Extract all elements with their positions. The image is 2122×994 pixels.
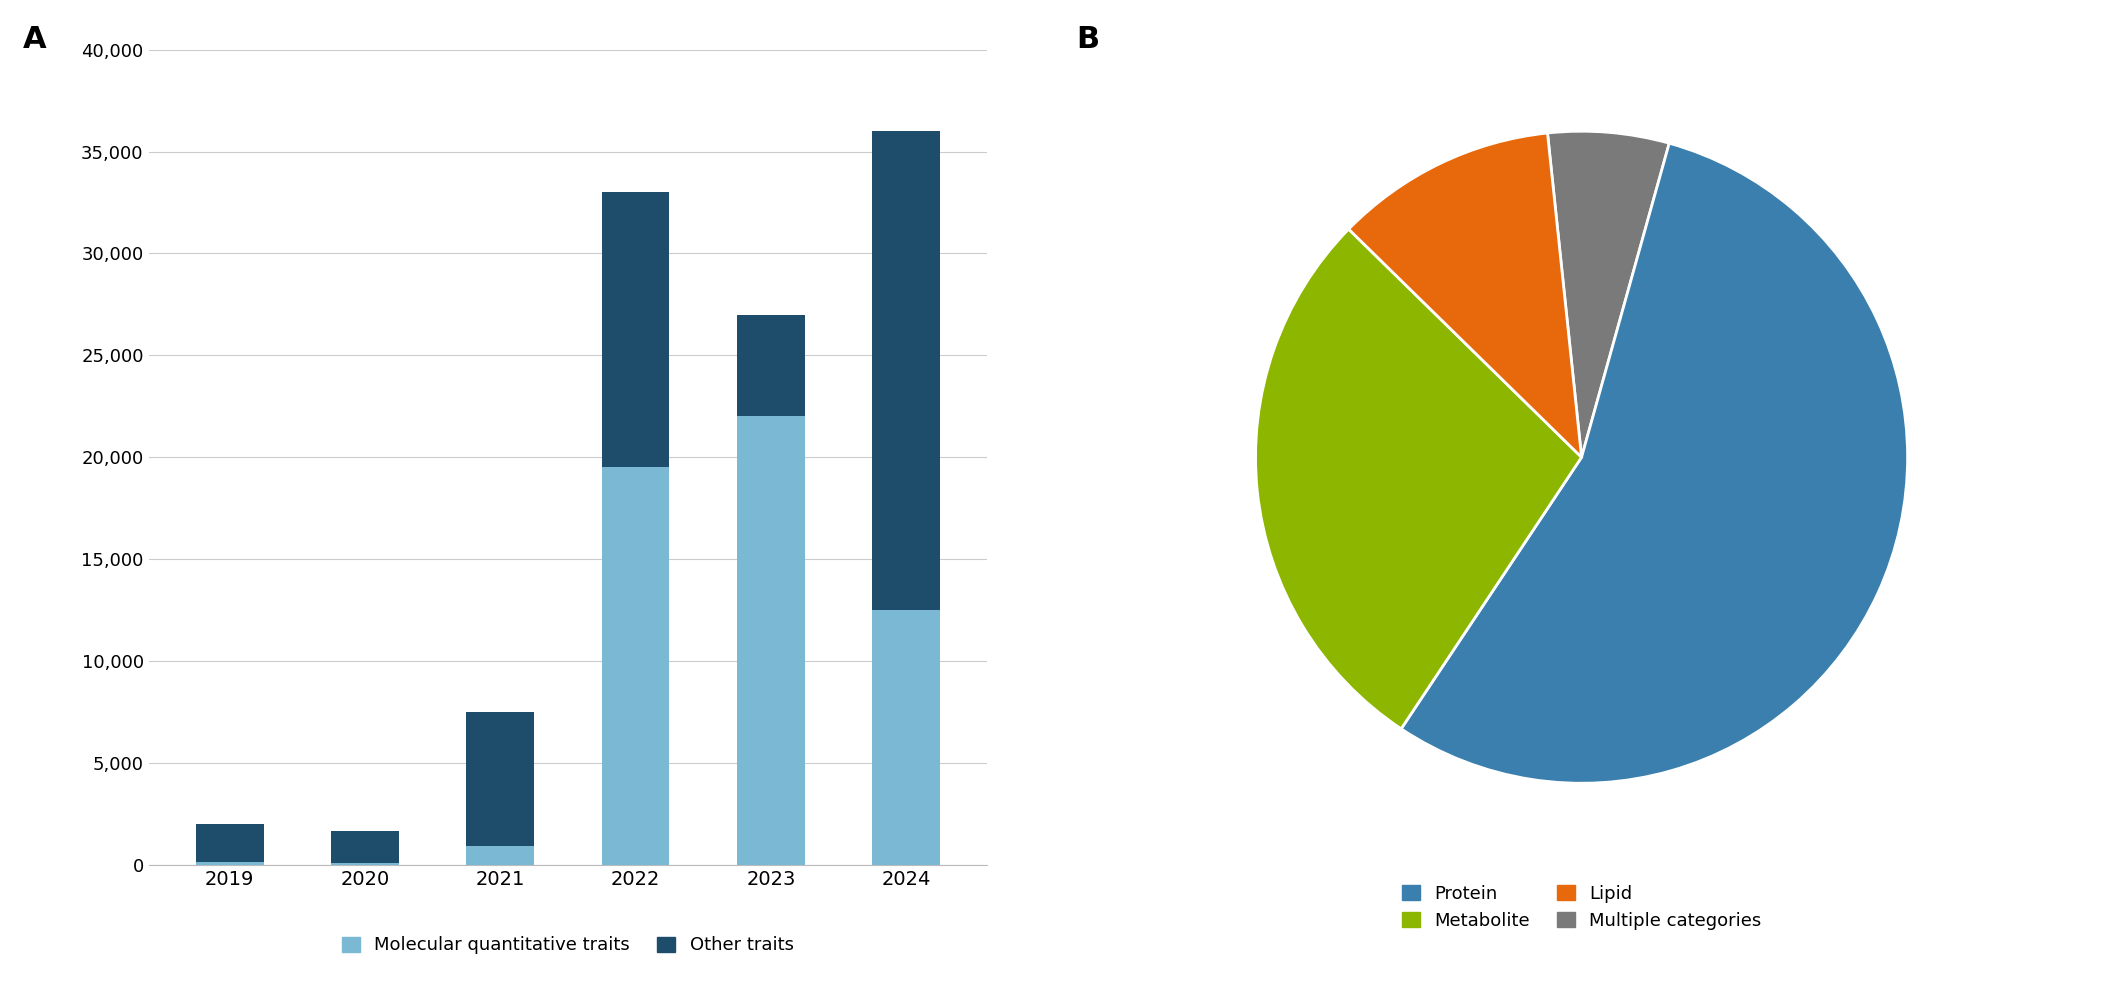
Bar xyxy=(736,314,804,416)
Bar xyxy=(872,131,940,610)
Bar xyxy=(195,862,263,865)
Text: B: B xyxy=(1076,25,1099,55)
Text: A: A xyxy=(23,25,47,55)
Bar xyxy=(331,863,399,865)
Legend: Molecular quantitative traits, Other traits: Molecular quantitative traits, Other tra… xyxy=(335,929,800,962)
Bar xyxy=(195,824,263,862)
Bar xyxy=(872,610,940,865)
Wedge shape xyxy=(1256,230,1581,729)
Wedge shape xyxy=(1401,143,1908,783)
Bar xyxy=(603,467,668,865)
Bar xyxy=(331,831,399,863)
Wedge shape xyxy=(1547,131,1670,457)
Legend: Protein, Metabolite, Lipid, Multiple categories: Protein, Metabolite, Lipid, Multiple cat… xyxy=(1394,878,1770,937)
Bar xyxy=(603,192,668,467)
Bar xyxy=(736,416,804,865)
Bar xyxy=(467,847,535,865)
Bar xyxy=(467,712,535,847)
Wedge shape xyxy=(1350,133,1581,457)
